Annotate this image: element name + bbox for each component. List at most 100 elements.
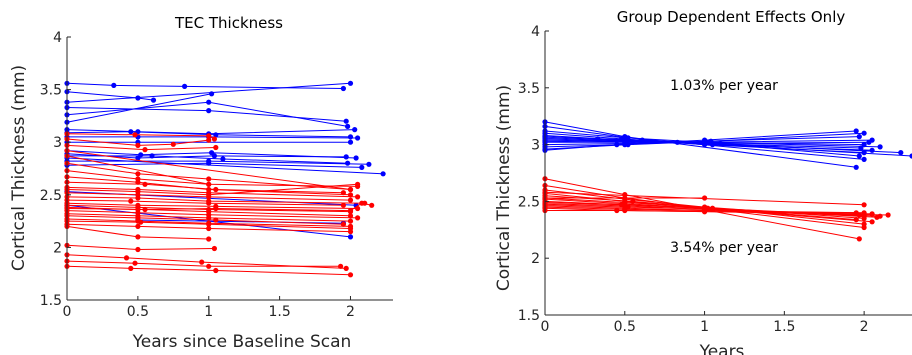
series-1-subject-line bbox=[66, 218, 351, 227]
series-0-data-point bbox=[343, 154, 349, 160]
series-0-data-point bbox=[211, 153, 217, 159]
series-0-data-point bbox=[595, 136, 601, 142]
series-1-subject-line bbox=[544, 206, 865, 214]
series-0-data-point bbox=[861, 130, 867, 136]
x-tick-label: 0.5 bbox=[614, 319, 636, 335]
x-tick-label: 1 bbox=[700, 319, 709, 335]
series-0-data-point bbox=[877, 144, 883, 150]
series-1-data-point bbox=[206, 263, 212, 269]
series-1-data-point bbox=[170, 141, 176, 147]
series-0-data-point bbox=[347, 80, 354, 86]
y-tick-label: 3.5 bbox=[40, 83, 62, 99]
series-1-subject-line bbox=[66, 244, 215, 251]
series-0-data-point bbox=[206, 99, 212, 105]
x-tick-label: 0.5 bbox=[127, 304, 149, 320]
series-0-subject-line bbox=[66, 93, 212, 123]
x-tick-label: 1.5 bbox=[773, 319, 795, 335]
series-1-subject-line bbox=[66, 260, 341, 267]
series-0-subject-line bbox=[544, 130, 860, 157]
series-1-data-point bbox=[355, 181, 361, 187]
series-1-data-point bbox=[142, 147, 148, 153]
series-1-data-point bbox=[369, 202, 375, 208]
series-0-data-point bbox=[702, 137, 708, 143]
series-1-subject-line bbox=[66, 144, 216, 151]
series-1-subject-line bbox=[66, 210, 358, 219]
series-1-data-point bbox=[856, 236, 862, 242]
series-0-data-point bbox=[853, 164, 859, 170]
y-tick-label: 3.5 bbox=[518, 81, 540, 97]
series-0-data-point bbox=[345, 123, 351, 129]
y-tick-label: 3 bbox=[53, 135, 62, 151]
series-1-data-point bbox=[135, 142, 141, 148]
series-1-data-point bbox=[135, 246, 141, 253]
series-1-data-point bbox=[347, 213, 354, 219]
series-0-data-point bbox=[182, 83, 188, 89]
series-1-subject-line bbox=[66, 186, 358, 198]
series-1-subject-line bbox=[66, 138, 209, 146]
series-1-data-point bbox=[128, 265, 134, 271]
series-0-data-point bbox=[359, 164, 365, 170]
series-0-data-point bbox=[213, 132, 219, 138]
series-0-data-point bbox=[206, 160, 212, 166]
series-1-data-point bbox=[213, 217, 219, 223]
series-1-data-point bbox=[347, 272, 354, 278]
series-1-data-point bbox=[340, 190, 346, 196]
series-1-data-point bbox=[135, 206, 141, 213]
series-1-data-point bbox=[869, 211, 875, 217]
series-1-data-point bbox=[211, 245, 217, 252]
x-tick-label: 0 bbox=[541, 319, 550, 335]
series-1-data-point bbox=[135, 189, 141, 195]
y-tick-label: 2.5 bbox=[40, 188, 62, 204]
series-0-data-point bbox=[861, 156, 867, 162]
annotation-blue-rate: 1.03% per year bbox=[670, 78, 778, 94]
series-0-data-point bbox=[853, 128, 859, 134]
y-tick-label: 4 bbox=[53, 30, 62, 46]
series-0-subject-line bbox=[66, 150, 357, 159]
chart-group-dependent-effects: Group Dependent Effects Only 0 0.5 1 1.5 2 1.… bbox=[494, 8, 912, 355]
series-1-data-point bbox=[340, 202, 346, 208]
series-1-data-point bbox=[206, 137, 212, 143]
series-1-data-point bbox=[206, 133, 212, 139]
series-0-data-point bbox=[347, 134, 354, 140]
y-tick-label: 3 bbox=[531, 138, 540, 154]
series-1-subject-line bbox=[66, 181, 344, 194]
series-1-data-point bbox=[135, 179, 141, 185]
plot-area bbox=[542, 119, 912, 242]
series-1-data-point bbox=[199, 259, 205, 265]
x-axis-label: Years since Baseline Scan bbox=[132, 332, 352, 352]
series-0-data-point bbox=[128, 129, 134, 135]
series-1-data-point bbox=[128, 198, 134, 204]
series-1-subject-line bbox=[66, 170, 358, 187]
series-1-data-point bbox=[213, 267, 219, 274]
series-1-data-point bbox=[206, 176, 212, 182]
series-1-data-point bbox=[355, 194, 361, 200]
y-axis-label: Cortical Thickness (mm) bbox=[9, 65, 29, 271]
series-1-subject-line bbox=[66, 199, 344, 206]
series-1-data-point bbox=[347, 197, 354, 203]
series-1-data-point bbox=[135, 195, 141, 201]
series-1-data-point bbox=[135, 234, 141, 240]
series-0-data-point bbox=[209, 91, 215, 97]
series-1-data-point bbox=[132, 260, 138, 266]
x-tick-label: 1 bbox=[204, 304, 213, 320]
series-1-subject-line bbox=[66, 204, 351, 213]
series-1-data-point bbox=[355, 215, 361, 221]
series-0-data-point bbox=[347, 234, 354, 240]
series-1-data-point bbox=[861, 221, 867, 227]
series-0-data-point bbox=[856, 134, 862, 140]
y-tick-label: 1.5 bbox=[518, 308, 540, 324]
series-0-data-point bbox=[869, 137, 875, 143]
series-0-data-point bbox=[869, 147, 875, 153]
series-1-data-point bbox=[142, 181, 148, 187]
series-0-subject-line bbox=[67, 155, 348, 164]
series-1-data-point bbox=[138, 219, 144, 225]
series-0-data-point bbox=[343, 118, 349, 124]
series-0-data-point bbox=[909, 153, 912, 159]
series-1-data-point bbox=[347, 229, 354, 235]
series-1-data-point bbox=[206, 225, 212, 232]
series-1-subject-line bbox=[66, 192, 351, 201]
series-1-data-point bbox=[861, 202, 867, 208]
series-1-subject-line bbox=[544, 189, 865, 225]
series-1-data-point bbox=[702, 195, 708, 201]
series-1-subject-line bbox=[66, 202, 358, 209]
